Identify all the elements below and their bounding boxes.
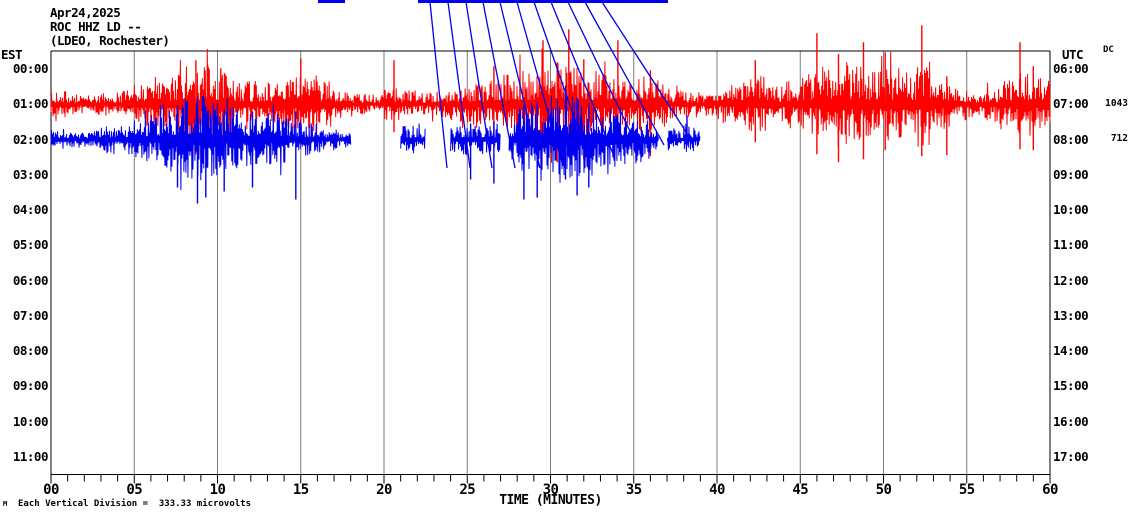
- event-marker-line: [447, 1, 471, 169]
- minute-tick-label: 40: [709, 482, 725, 498]
- minute-tick-label: 45: [792, 482, 809, 498]
- minute-tick-label: 00: [43, 482, 59, 498]
- utc-hour-label: 14:00: [1053, 343, 1089, 359]
- utc-hour-label: 13:00: [1053, 307, 1089, 323]
- minute-tick-label: 20: [376, 482, 392, 498]
- trace-est-0200-utc-0800-spikes: [176, 91, 688, 204]
- est-hour-label: 01:00: [12, 96, 49, 112]
- utc-hour-label: 09:00: [1053, 166, 1089, 182]
- header-station: ROC HHZ LD --: [50, 19, 142, 34]
- minute-tick-label: 30: [542, 482, 559, 498]
- utc-hour-label: 06:00: [1053, 61, 1089, 76]
- minute-tick-label: 05: [126, 482, 143, 498]
- utc-hour-label: 17:00: [1053, 448, 1089, 464]
- minute-tick-label: 15: [292, 482, 309, 498]
- event-marker-bar: [318, 0, 345, 3]
- est-hour-label: 08:00: [12, 343, 49, 359]
- left-axis-title: EST: [1, 47, 23, 62]
- utc-hour-label: 16:00: [1053, 413, 1089, 429]
- trace-est-0200-utc-0800: [50, 85, 701, 191]
- header-network: (LDEO, Rochester): [50, 33, 170, 48]
- header-date: Apr24,2025: [50, 5, 121, 20]
- event-marker-line: [482, 1, 516, 169]
- est-hour-label: 02:00: [12, 131, 49, 147]
- utc-hour-label: 15:00: [1053, 378, 1089, 394]
- est-hour-label: 00:00: [12, 61, 49, 76]
- event-marker-line: [499, 1, 541, 169]
- est-hour-label: 04:00: [12, 202, 49, 218]
- event-marker-line: [567, 1, 640, 151]
- est-hour-label: 10:00: [12, 413, 49, 429]
- event-marker-line: [465, 1, 493, 169]
- minute-tick-label: 10: [209, 482, 226, 498]
- minute-tick-label: 55: [958, 482, 975, 498]
- est-hour-label: 03:00: [12, 166, 49, 182]
- dc-value-blue-trace: 712: [1110, 133, 1128, 144]
- event-marker-line: [533, 1, 590, 161]
- est-hour-label: 11:00: [12, 448, 49, 464]
- scale-note: Each Vertical Division = 333.33 microvol…: [18, 499, 251, 509]
- right-axis-title: UTC: [1062, 47, 1084, 62]
- minute-tick-label: 60: [1042, 482, 1058, 498]
- event-marker-bar: [418, 0, 668, 3]
- utc-hour-label: 07:00: [1053, 96, 1089, 112]
- utc-hour-label: 12:00: [1053, 272, 1089, 288]
- event-marker-line: [601, 1, 691, 139]
- est-hour-label: 07:00: [12, 307, 49, 323]
- minute-tick-label: 35: [625, 482, 642, 498]
- est-hour-label: 05:00: [12, 237, 49, 253]
- est-hour-label: 09:00: [12, 378, 49, 394]
- utc-hour-label: 08:00: [1053, 131, 1089, 147]
- x-axis-title: TIME (MINUTES): [499, 493, 602, 508]
- minute-tick-label: 50: [875, 482, 892, 498]
- utc-hour-label: 10:00: [1053, 202, 1089, 218]
- corner-mark: M: [3, 500, 8, 508]
- event-marker-line: [429, 1, 448, 169]
- dc-column-title: DC: [1103, 45, 1114, 55]
- utc-hour-label: 11:00: [1053, 237, 1089, 253]
- event-marker-line: [584, 1, 665, 146]
- dc-value-red-trace: 1043: [1105, 98, 1128, 109]
- est-hour-label: 06:00: [12, 272, 49, 288]
- minute-tick-label: 25: [459, 482, 476, 498]
- event-marker-line: [550, 1, 615, 157]
- event-marker-line: [516, 1, 564, 167]
